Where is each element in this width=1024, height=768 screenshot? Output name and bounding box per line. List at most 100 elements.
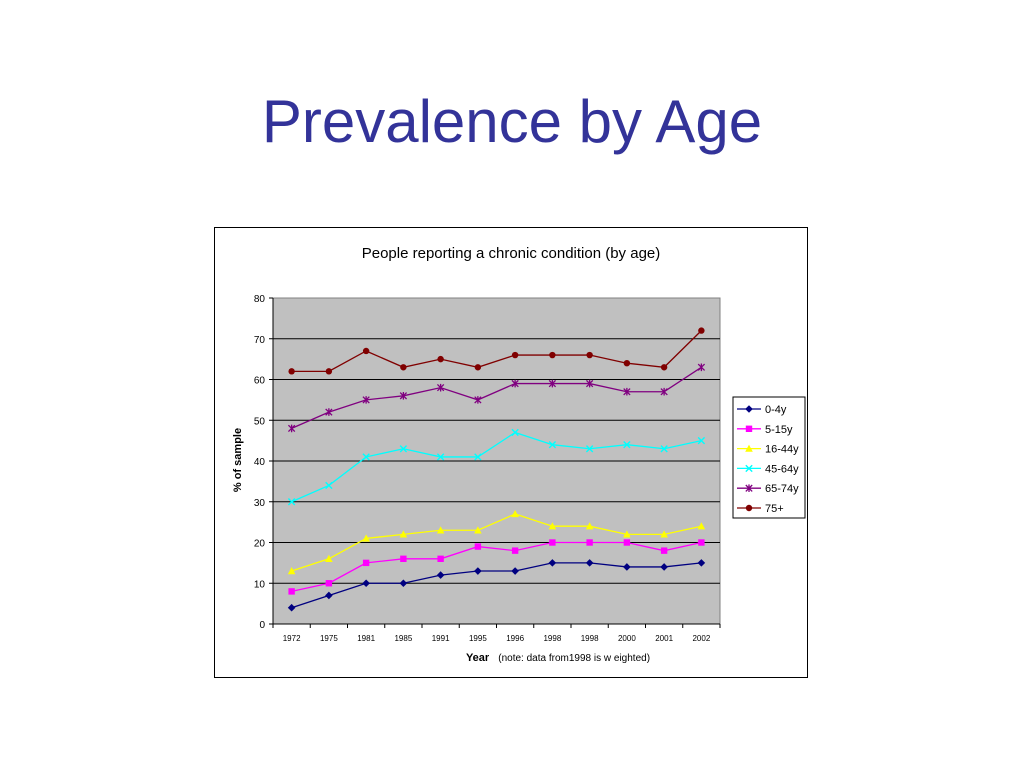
- data-point: [325, 591, 333, 600]
- series-75: [288, 327, 705, 375]
- data-point: [436, 571, 445, 579]
- data-point: [623, 563, 631, 571]
- data-point: [362, 396, 370, 404]
- data-point: [474, 567, 482, 575]
- series-65-74y: [287, 363, 706, 433]
- data-point: [511, 509, 519, 518]
- data-point: [697, 522, 706, 530]
- legend-marker: [745, 405, 753, 413]
- y-tick-label: 80: [254, 294, 266, 305]
- chart-frame: People reporting a chronic condition (by…: [214, 227, 808, 678]
- x-axis-ticks: 1972 1975 1981 1985 1991 1995 1996 1998 1998 2000…: [272, 623, 721, 643]
- data-point: [660, 387, 668, 396]
- series-line: [291, 562, 702, 609]
- series-layer: [287, 327, 706, 612]
- y-tick-label: 0: [259, 620, 265, 631]
- series-45-64y: [287, 428, 706, 506]
- legend-entry: 5-15y: [737, 424, 793, 436]
- data-point: [660, 445, 668, 453]
- data-point: [511, 428, 519, 437]
- y-tick-label: 60: [254, 376, 266, 387]
- data-point: [436, 453, 445, 461]
- data-point: [474, 453, 482, 461]
- data-point: [511, 351, 519, 359]
- data-point: [549, 539, 556, 546]
- data-point: [436, 526, 445, 534]
- data-point: [287, 424, 296, 433]
- data-point: [548, 522, 557, 530]
- legend-entry: 65-74y: [737, 483, 799, 495]
- data-point: [325, 580, 333, 587]
- legend-label: 5-15y: [765, 424, 793, 436]
- plot-area: [272, 297, 721, 625]
- y-tick-label: 50: [254, 416, 266, 427]
- data-point: [623, 387, 631, 396]
- x-axis-note: (note: data from1998 is w eighted): [498, 653, 650, 664]
- data-point: [623, 360, 631, 367]
- y-tick-label: 20: [254, 539, 266, 550]
- legend-marker: [745, 504, 753, 512]
- data-point: [660, 563, 668, 571]
- x-tick-label: 2000: [618, 634, 636, 643]
- data-point: [623, 441, 631, 449]
- data-point: [325, 554, 333, 562]
- data-point: [548, 379, 557, 388]
- data-point: [287, 498, 296, 506]
- data-point: [436, 383, 445, 392]
- y-axis-ticks: 0 10 20 30 40 50 60 70 80: [254, 294, 274, 631]
- legend-label: 75+: [765, 503, 784, 515]
- data-point: [623, 539, 631, 546]
- legend-marker: [745, 425, 753, 432]
- data-point: [325, 408, 333, 416]
- legend-entry: 75+: [737, 503, 784, 515]
- data-point: [362, 534, 370, 542]
- legend-marker: [745, 484, 753, 492]
- legend-label: 45-64y: [765, 463, 799, 475]
- data-point: [585, 522, 594, 530]
- data-point: [325, 481, 333, 490]
- data-point: [586, 351, 593, 359]
- data-point: [287, 567, 296, 575]
- x-tick-label: 1972: [283, 634, 301, 643]
- data-point: [511, 379, 519, 388]
- data-point: [660, 364, 668, 371]
- data-point: [697, 436, 706, 445]
- x-tick-label: 1998: [543, 634, 561, 643]
- data-point: [660, 530, 668, 538]
- data-point: [362, 347, 370, 355]
- series-line: [291, 366, 702, 429]
- data-point: [698, 327, 705, 334]
- line-chart: People reporting a chronic condition (by…: [232, 245, 806, 664]
- x-tick-label: 2002: [692, 634, 710, 643]
- data-point: [548, 441, 557, 449]
- data-point: [549, 351, 556, 359]
- slide-title: Prevalence by Age: [261, 88, 763, 155]
- data-point: [399, 445, 408, 453]
- data-point: [698, 539, 705, 546]
- legend-box: [732, 396, 806, 519]
- data-point: [288, 368, 295, 375]
- x-tick-label: 2001: [655, 634, 673, 643]
- x-tick-label: 1995: [469, 634, 487, 643]
- data-point: [474, 543, 482, 550]
- y-tick-label: 30: [254, 498, 266, 509]
- data-point: [437, 355, 444, 363]
- data-point: [399, 392, 408, 400]
- legend-marker: [745, 464, 753, 473]
- data-point: [586, 539, 593, 546]
- y-axis-label: % of sample: [232, 428, 244, 492]
- data-point: [362, 453, 370, 461]
- x-axis-label: Year (note: data from1998 is w eighted): [466, 652, 650, 664]
- y-tick-label: 10: [254, 579, 266, 590]
- data-point: [399, 530, 408, 538]
- data-point: [474, 526, 482, 534]
- data-point: [585, 445, 594, 453]
- data-point: [362, 559, 370, 567]
- series-line: [291, 513, 702, 572]
- data-point: [325, 368, 333, 375]
- series-line: [291, 330, 702, 373]
- data-point: [697, 363, 706, 372]
- series-5-15y: [288, 539, 705, 595]
- series-line: [291, 541, 702, 593]
- x-tick-label: 1996: [506, 634, 524, 643]
